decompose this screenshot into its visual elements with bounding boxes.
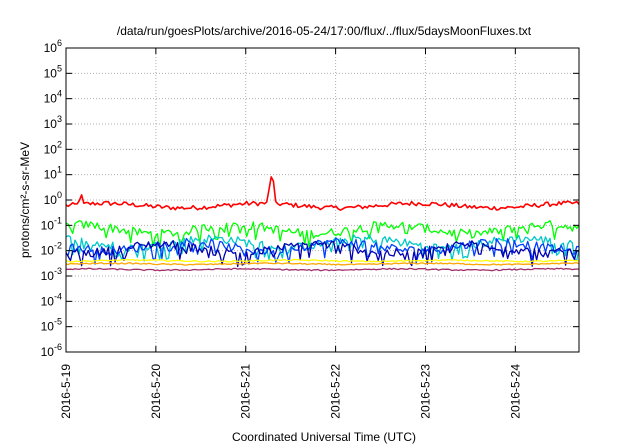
- x-tick-label: 2016-5-21: [239, 364, 253, 419]
- series-line: [65, 258, 580, 263]
- series-line: [65, 220, 580, 250]
- series-line: [65, 262, 580, 266]
- y-tick-label: 102: [44, 139, 62, 156]
- y-tick-label: 10-4: [41, 291, 62, 308]
- x-axis-label: Coordinated Universal Time (UTC): [232, 430, 416, 444]
- y-tick-label: 10-6: [41, 342, 62, 359]
- y-axis: 10-6 10-5 10-4 10-3 10-2 10-1 100 101 102 103 104 1…: [41, 38, 579, 359]
- y-tick-label: 106: [44, 38, 62, 55]
- y-tick-label: 10-1: [41, 215, 62, 232]
- x-tick-label: 2016-5-22: [329, 364, 343, 419]
- chart-title: /data/run/goesPlots/archive/2016-05-24/1…: [117, 24, 532, 38]
- series-line: [66, 267, 580, 272]
- series-group: [65, 176, 580, 272]
- y-axis-label: protons/cm²-s-sr-MeV: [18, 142, 32, 258]
- x-tick-label: 2016-5-20: [149, 364, 163, 419]
- grid: [65, 48, 579, 352]
- x-tick-label: 2016-5-23: [418, 364, 432, 419]
- y-tick-label: 103: [44, 114, 62, 131]
- x-tick-label: 2016-5-19: [59, 364, 73, 419]
- series-line: [65, 237, 580, 265]
- y-tick-label: 104: [44, 89, 62, 106]
- y-tick-label: 10-3: [41, 266, 62, 283]
- x-tick-label: 2016-5-24: [508, 364, 522, 419]
- x-axis: 2016-5-19 2016-5-20 2016-5-21 2016-5-22 2016…: [59, 48, 522, 419]
- series-line: [65, 176, 580, 211]
- y-tick-label: 10-2: [41, 241, 62, 258]
- y-tick-label: 10-5: [41, 317, 62, 334]
- y-tick-label: 105: [44, 63, 62, 80]
- y-tick-label: 100: [44, 190, 62, 207]
- series-line: [65, 240, 580, 268]
- plot-frame: [65, 47, 580, 353]
- y-tick-label: 101: [44, 165, 62, 182]
